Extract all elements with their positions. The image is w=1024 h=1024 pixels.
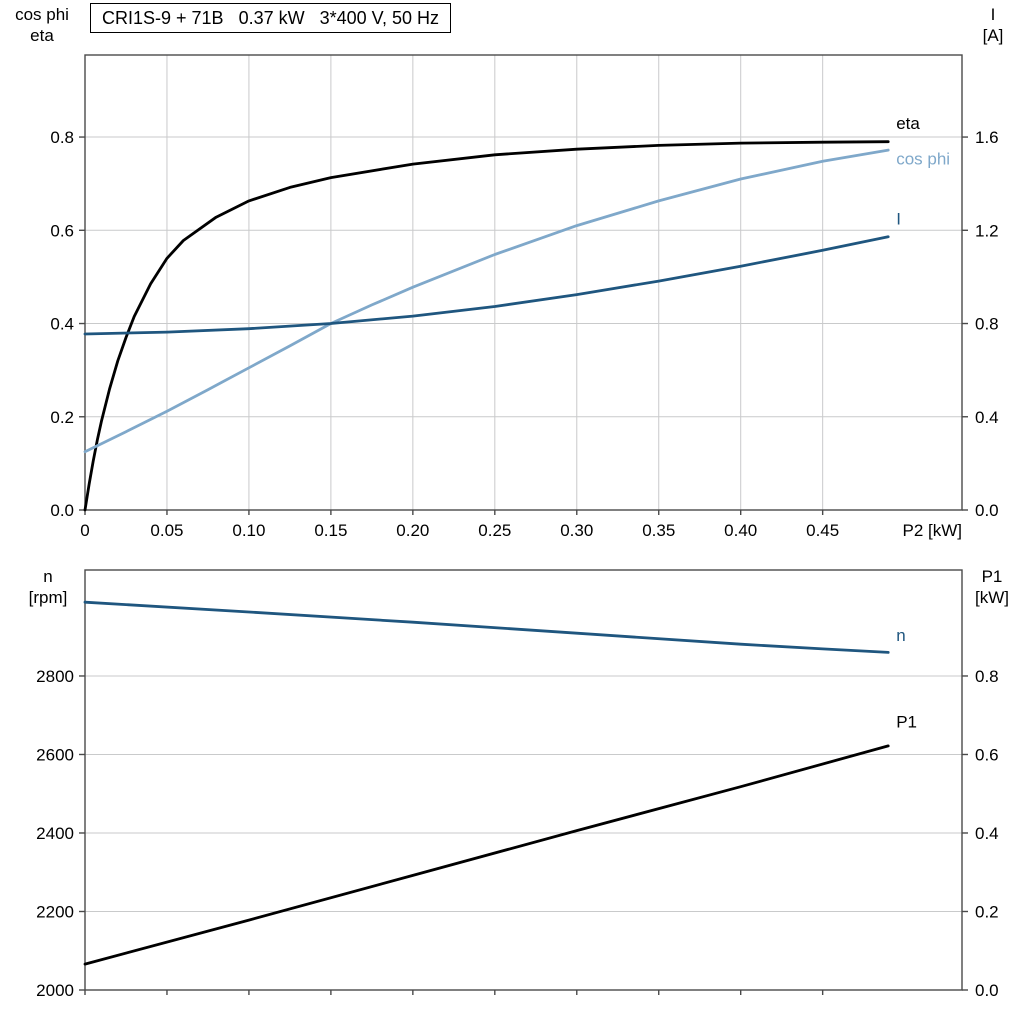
series-curve-speed <box>83 600 890 654</box>
x-axis-label: P2 [kW] <box>902 521 962 540</box>
chart-title: CRI1S-9 + 71B 0.37 kW 3*400 V, 50 Hz <box>90 3 452 33</box>
y-right-tick-label: 0.6 <box>975 745 999 764</box>
y-left-tick-label: 0.0 <box>50 501 74 520</box>
axis-label-p1-unit: [kW] <box>975 588 1009 607</box>
x-tick-label: 0.20 <box>396 521 429 540</box>
plot-border <box>84 569 963 991</box>
axis-label-p1: P1 <box>981 567 1003 586</box>
y-left-tick-label: 2000 <box>36 981 74 1000</box>
series-label-eta: eta <box>896 114 920 133</box>
y-right-tick-label: 0.2 <box>975 902 999 921</box>
x-tick-label: 0.05 <box>150 521 183 540</box>
y-left-tick-label: 0.2 <box>50 408 74 427</box>
axis-label-speed: n <box>43 567 53 586</box>
y-left-tick-label: 0.4 <box>50 315 74 334</box>
upper-left-axis-title: cos phi eta <box>4 4 80 46</box>
x-tick-label: 0.10 <box>232 521 265 540</box>
y-left-tick-label: 2200 <box>36 902 74 921</box>
lower-right-axis-title: P1 [kW] <box>962 566 1022 608</box>
series-curve-current <box>83 235 890 336</box>
y-left-tick-label: 2600 <box>36 745 74 764</box>
y-left-tick-label: 2800 <box>36 667 74 686</box>
chart-group-1: 2000 2200 2400 2600 2800 0.0 0.2 0.4 0.6 0.8 n P1 <box>36 569 999 1000</box>
plot-border <box>84 54 963 511</box>
series-label-p1: P1 <box>896 712 917 731</box>
series-label-current: I <box>896 209 901 228</box>
upper-right-axis-title: I [A] <box>966 4 1020 46</box>
x-tick-label: 0.40 <box>724 521 757 540</box>
x-tick-label: 0.35 <box>642 521 675 540</box>
axis-label-cos-phi: cos phi <box>15 5 69 24</box>
y-right-tick-label: 0.8 <box>975 667 999 686</box>
x-tick-label: 0.25 <box>478 521 511 540</box>
series-curve-p1 <box>83 744 890 966</box>
y-right-tick-label: 0.0 <box>975 501 999 520</box>
series-curve-eta <box>83 140 890 512</box>
y-right-tick-label: 1.2 <box>975 221 999 240</box>
lower-left-axis-title: n [rpm] <box>14 566 82 608</box>
series-label-speed: n <box>896 626 905 645</box>
y-right-tick-label: 0.0 <box>975 981 999 1000</box>
chart-group-0: 0 0.05 0.10 0.15 0.20 0.25 0.30 0.35 0.40 0.45 P2 … <box>50 54 999 540</box>
y-right-tick-label: 0.8 <box>975 315 999 334</box>
x-tick-label: 0.30 <box>560 521 593 540</box>
series-curve-cos-phi <box>83 148 890 454</box>
y-right-tick-label: 1.6 <box>975 128 999 147</box>
axis-label-eta: eta <box>30 26 54 45</box>
x-tick-label: 0.45 <box>806 521 839 540</box>
y-right-tick-label: 0.4 <box>975 824 999 843</box>
series-label-cos-phi: cos phi <box>896 150 950 169</box>
axis-label-current: I <box>990 5 996 24</box>
x-tick-label: 0 <box>80 521 89 540</box>
y-left-tick-label: 2400 <box>36 824 74 843</box>
axis-label-current-unit: [A] <box>982 26 1004 45</box>
axis-label-speed-unit: [rpm] <box>28 588 68 607</box>
y-right-tick-label: 0.4 <box>975 408 999 427</box>
y-left-tick-label: 0.6 <box>50 221 74 240</box>
x-tick-label: 0.15 <box>314 521 347 540</box>
y-left-tick-label: 0.8 <box>50 128 74 147</box>
